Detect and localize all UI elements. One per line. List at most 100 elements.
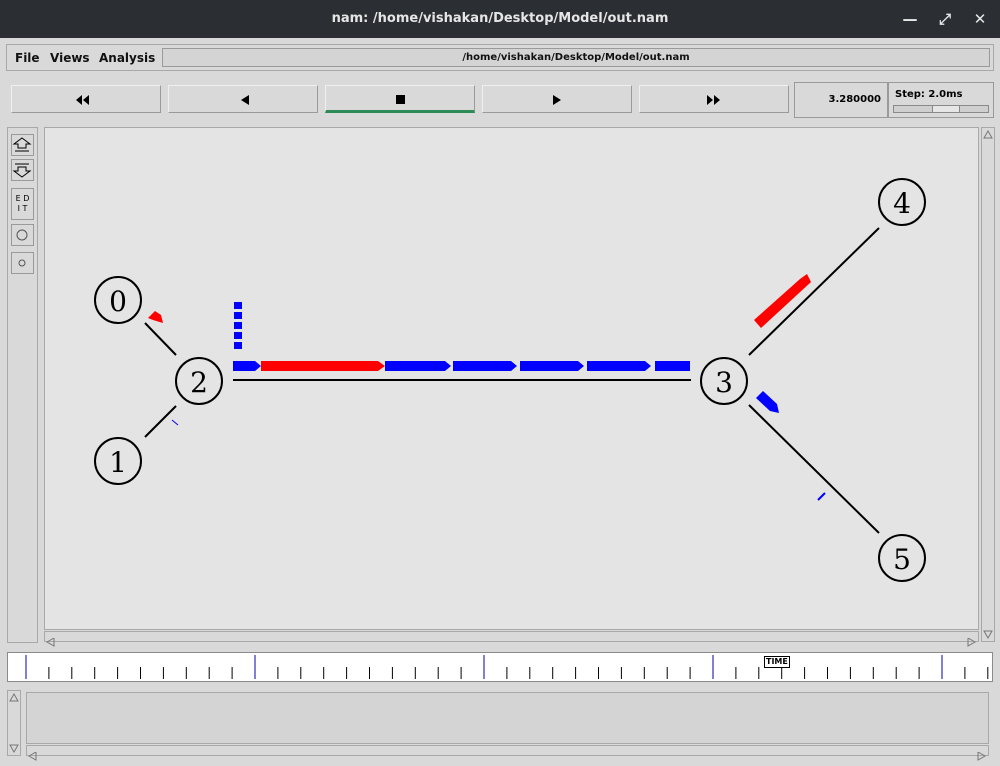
play-button[interactable] (482, 85, 632, 113)
node-0-circle[interactable] (94, 276, 142, 324)
step-control: Step: 2.0ms (888, 82, 994, 118)
timeline-ticks (25, 655, 989, 679)
stop-icon (396, 95, 405, 104)
node-2-circle[interactable] (175, 357, 223, 405)
packet-red (261, 361, 385, 371)
zoom-out-button[interactable] (11, 159, 34, 181)
node-5[interactable]: 5 (878, 534, 926, 582)
link-3-5 (748, 404, 880, 534)
circle-small-icon (18, 259, 26, 267)
playback-controls: 3.280000 Step: 2.0ms (6, 81, 994, 121)
annotation-panel (7, 690, 993, 761)
fast-forward-button[interactable] (639, 85, 789, 113)
zoom-in-button[interactable] (11, 134, 34, 156)
play-icon (553, 95, 561, 105)
link-3-4 (748, 227, 880, 356)
annotation-text-area[interactable] (26, 692, 989, 744)
stop-button[interactable] (325, 85, 475, 113)
minimize-icon[interactable]: — (902, 10, 918, 28)
network-topology: 0 1 2 3 4 5 (94, 178, 926, 582)
time-slider[interactable]: TIME (7, 652, 993, 682)
node-4[interactable]: 4 (878, 178, 926, 226)
node-1-circle[interactable] (94, 437, 142, 485)
queue-packet (234, 302, 242, 309)
annotation-horizontal-scrollbar[interactable] (26, 745, 989, 761)
window-title: nam: /home/vishakan/Desktop/Model/out.na… (331, 11, 669, 26)
annotation-vertical-scrollbar[interactable] (7, 690, 21, 756)
packet-blue (587, 361, 651, 371)
step-slider-knob[interactable] (932, 106, 960, 112)
step-slider[interactable] (893, 105, 989, 113)
node-2[interactable]: 2 (175, 357, 223, 405)
packet-blue-thin (817, 492, 826, 501)
queue-packet (234, 322, 242, 329)
queue-packet (234, 312, 242, 319)
edit-toolbar: E D I T (7, 127, 38, 643)
zoom-in-icon (12, 137, 32, 152)
node-2-label: 2 (190, 366, 208, 399)
node-tool-button[interactable] (11, 224, 34, 246)
scroll-left-icon[interactable] (27, 751, 37, 761)
packet-red (754, 274, 811, 328)
menu-file[interactable]: File (15, 51, 40, 65)
time-display: 3.280000 (794, 82, 888, 118)
scroll-left-icon[interactable] (45, 637, 55, 647)
node-4-label: 4 (893, 187, 911, 220)
node-1-label: 1 (109, 446, 127, 479)
node-5-label: 5 (893, 543, 911, 576)
scroll-down-icon[interactable] (9, 744, 19, 754)
fast-forward-icon (707, 95, 720, 105)
scroll-down-icon[interactable] (983, 630, 993, 640)
queue-packet (234, 342, 242, 349)
file-path-display: /home/vishakan/Desktop/Model/out.nam (162, 48, 990, 67)
canvas-horizontal-scrollbar[interactable] (44, 631, 979, 647)
menu-bar: File Views Analysis /home/vishakan/Deskt… (6, 44, 994, 71)
node-0-label: 0 (109, 285, 127, 318)
scroll-right-icon[interactable] (967, 637, 977, 647)
scroll-arrows (9, 692, 19, 754)
scroll-arrows (983, 129, 993, 640)
agent-tool-button[interactable] (11, 252, 34, 274)
node-3-label: 3 (715, 366, 733, 399)
canvas-vertical-scrollbar[interactable] (981, 127, 995, 642)
edit-button[interactable]: E D I T (11, 188, 34, 220)
scroll-up-icon[interactable] (9, 692, 19, 702)
fast-rewind-button[interactable] (11, 85, 161, 113)
close-icon[interactable]: ✕ (973, 10, 987, 28)
edit-label-bottom: I T (17, 204, 28, 213)
node-1[interactable]: 1 (94, 437, 142, 485)
node-0[interactable]: 0 (94, 276, 142, 324)
rewind-button[interactable] (168, 85, 318, 113)
fast-rewind-icon (76, 95, 89, 105)
node-4-circle[interactable] (878, 178, 926, 226)
scroll-arrows (45, 637, 977, 647)
packet-blue (453, 361, 517, 371)
link-0-2 (144, 322, 177, 356)
packet-blue-thin (171, 419, 179, 426)
step-label: Step: 2.0ms (895, 89, 963, 100)
scroll-arrows (27, 751, 987, 761)
node-5-circle[interactable] (878, 534, 926, 582)
node-3[interactable]: 3 (700, 357, 748, 405)
scroll-right-icon[interactable] (977, 751, 987, 761)
scroll-up-icon[interactable] (983, 129, 993, 139)
node-3-circle[interactable] (700, 357, 748, 405)
packet-blue (385, 361, 451, 371)
zoom-out-icon (12, 163, 32, 178)
packet-blue (655, 361, 690, 371)
time-marker[interactable]: TIME (764, 656, 790, 668)
maximize-icon[interactable]: ⤢ (938, 10, 951, 28)
circle-large-icon (16, 229, 28, 241)
link-1-2 (144, 405, 177, 438)
menu-views[interactable]: Views (50, 51, 90, 65)
packet-red (148, 311, 163, 323)
packet-blue (520, 361, 584, 371)
title-bar: nam: /home/vishakan/Desktop/Model/out.na… (0, 0, 1000, 38)
network-canvas[interactable]: 0 1 2 3 4 5 (44, 127, 979, 630)
menu-analysis[interactable]: Analysis (99, 51, 156, 65)
packet-blue (233, 361, 261, 371)
packet-blue (756, 391, 779, 413)
edit-label-top: E D (15, 194, 30, 203)
rewind-icon (241, 95, 249, 105)
queue-packet (234, 332, 242, 339)
